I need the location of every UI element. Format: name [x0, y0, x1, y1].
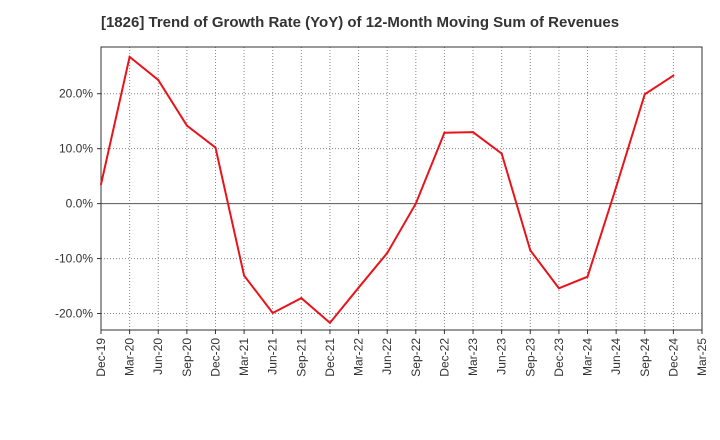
plot-area	[101, 47, 702, 330]
data-point	[386, 252, 389, 255]
data-point	[157, 78, 160, 81]
data-point	[185, 124, 188, 127]
data-point	[643, 93, 646, 96]
data-point	[128, 55, 131, 58]
x-tick-label: Jun-24	[609, 338, 623, 375]
data-point	[443, 131, 446, 134]
chart-title: [1826] Trend of Growth Rate (YoY) of 12-…	[100, 14, 620, 31]
data-point	[100, 183, 102, 186]
data-point	[357, 286, 360, 289]
data-point	[300, 297, 303, 300]
x-tick-label: Dec-19	[94, 338, 108, 377]
data-point	[615, 186, 618, 189]
x-tick-label: Dec-22	[437, 338, 451, 377]
x-tick-label: Sep-22	[409, 338, 423, 377]
x-tick-label: Mar-20	[123, 338, 137, 376]
x-tick-label: Sep-23	[523, 338, 537, 377]
y-tick-label: 20.0%	[59, 87, 93, 101]
x-tick-label: Jun-20	[151, 338, 165, 375]
y-tick-label: 0.0%	[66, 197, 94, 211]
data-point	[672, 74, 675, 77]
x-tick-label: Mar-23	[466, 338, 480, 376]
x-tick-label: Sep-20	[180, 338, 194, 377]
series-layer	[100, 55, 675, 325]
x-tick-label: Sep-21	[294, 338, 308, 377]
x-tick-label: Mar-22	[352, 338, 366, 376]
x-tick-label: Dec-23	[552, 338, 566, 377]
grid-layer	[101, 47, 702, 330]
data-point	[414, 202, 417, 205]
data-point	[214, 146, 217, 149]
x-tick-label: Mar-24	[581, 338, 595, 376]
axis-layer	[97, 46, 703, 334]
x-tick-label: Jun-21	[266, 338, 280, 375]
x-tick-label: Dec-24	[666, 338, 680, 377]
data-point	[328, 321, 331, 324]
data-point	[271, 311, 274, 314]
x-tick-label: Sep-24	[638, 338, 652, 377]
data-point	[472, 131, 475, 134]
data-point	[243, 274, 246, 277]
x-tick-label: Jun-22	[380, 338, 394, 375]
y-tick-label: -10.0%	[55, 252, 93, 266]
label-layer: -20.0% -10.0% 0.0% 10.0% 20.0% Dec-19 Mar-20 Ju…	[55, 87, 709, 377]
y-tick-label: -20.0%	[55, 307, 93, 321]
x-tick-label: Dec-21	[323, 338, 337, 377]
x-tick-label: Mar-21	[237, 338, 251, 376]
data-point	[500, 152, 503, 155]
data-point	[529, 249, 532, 252]
y-tick-label: 10.0%	[59, 142, 93, 156]
data-point	[557, 287, 560, 290]
x-tick-label: Jun-23	[495, 338, 509, 375]
x-tick-label: Mar-25	[695, 338, 709, 376]
data-point	[586, 275, 589, 278]
plot-border	[100, 46, 703, 331]
x-tick-label: Dec-20	[208, 338, 222, 377]
